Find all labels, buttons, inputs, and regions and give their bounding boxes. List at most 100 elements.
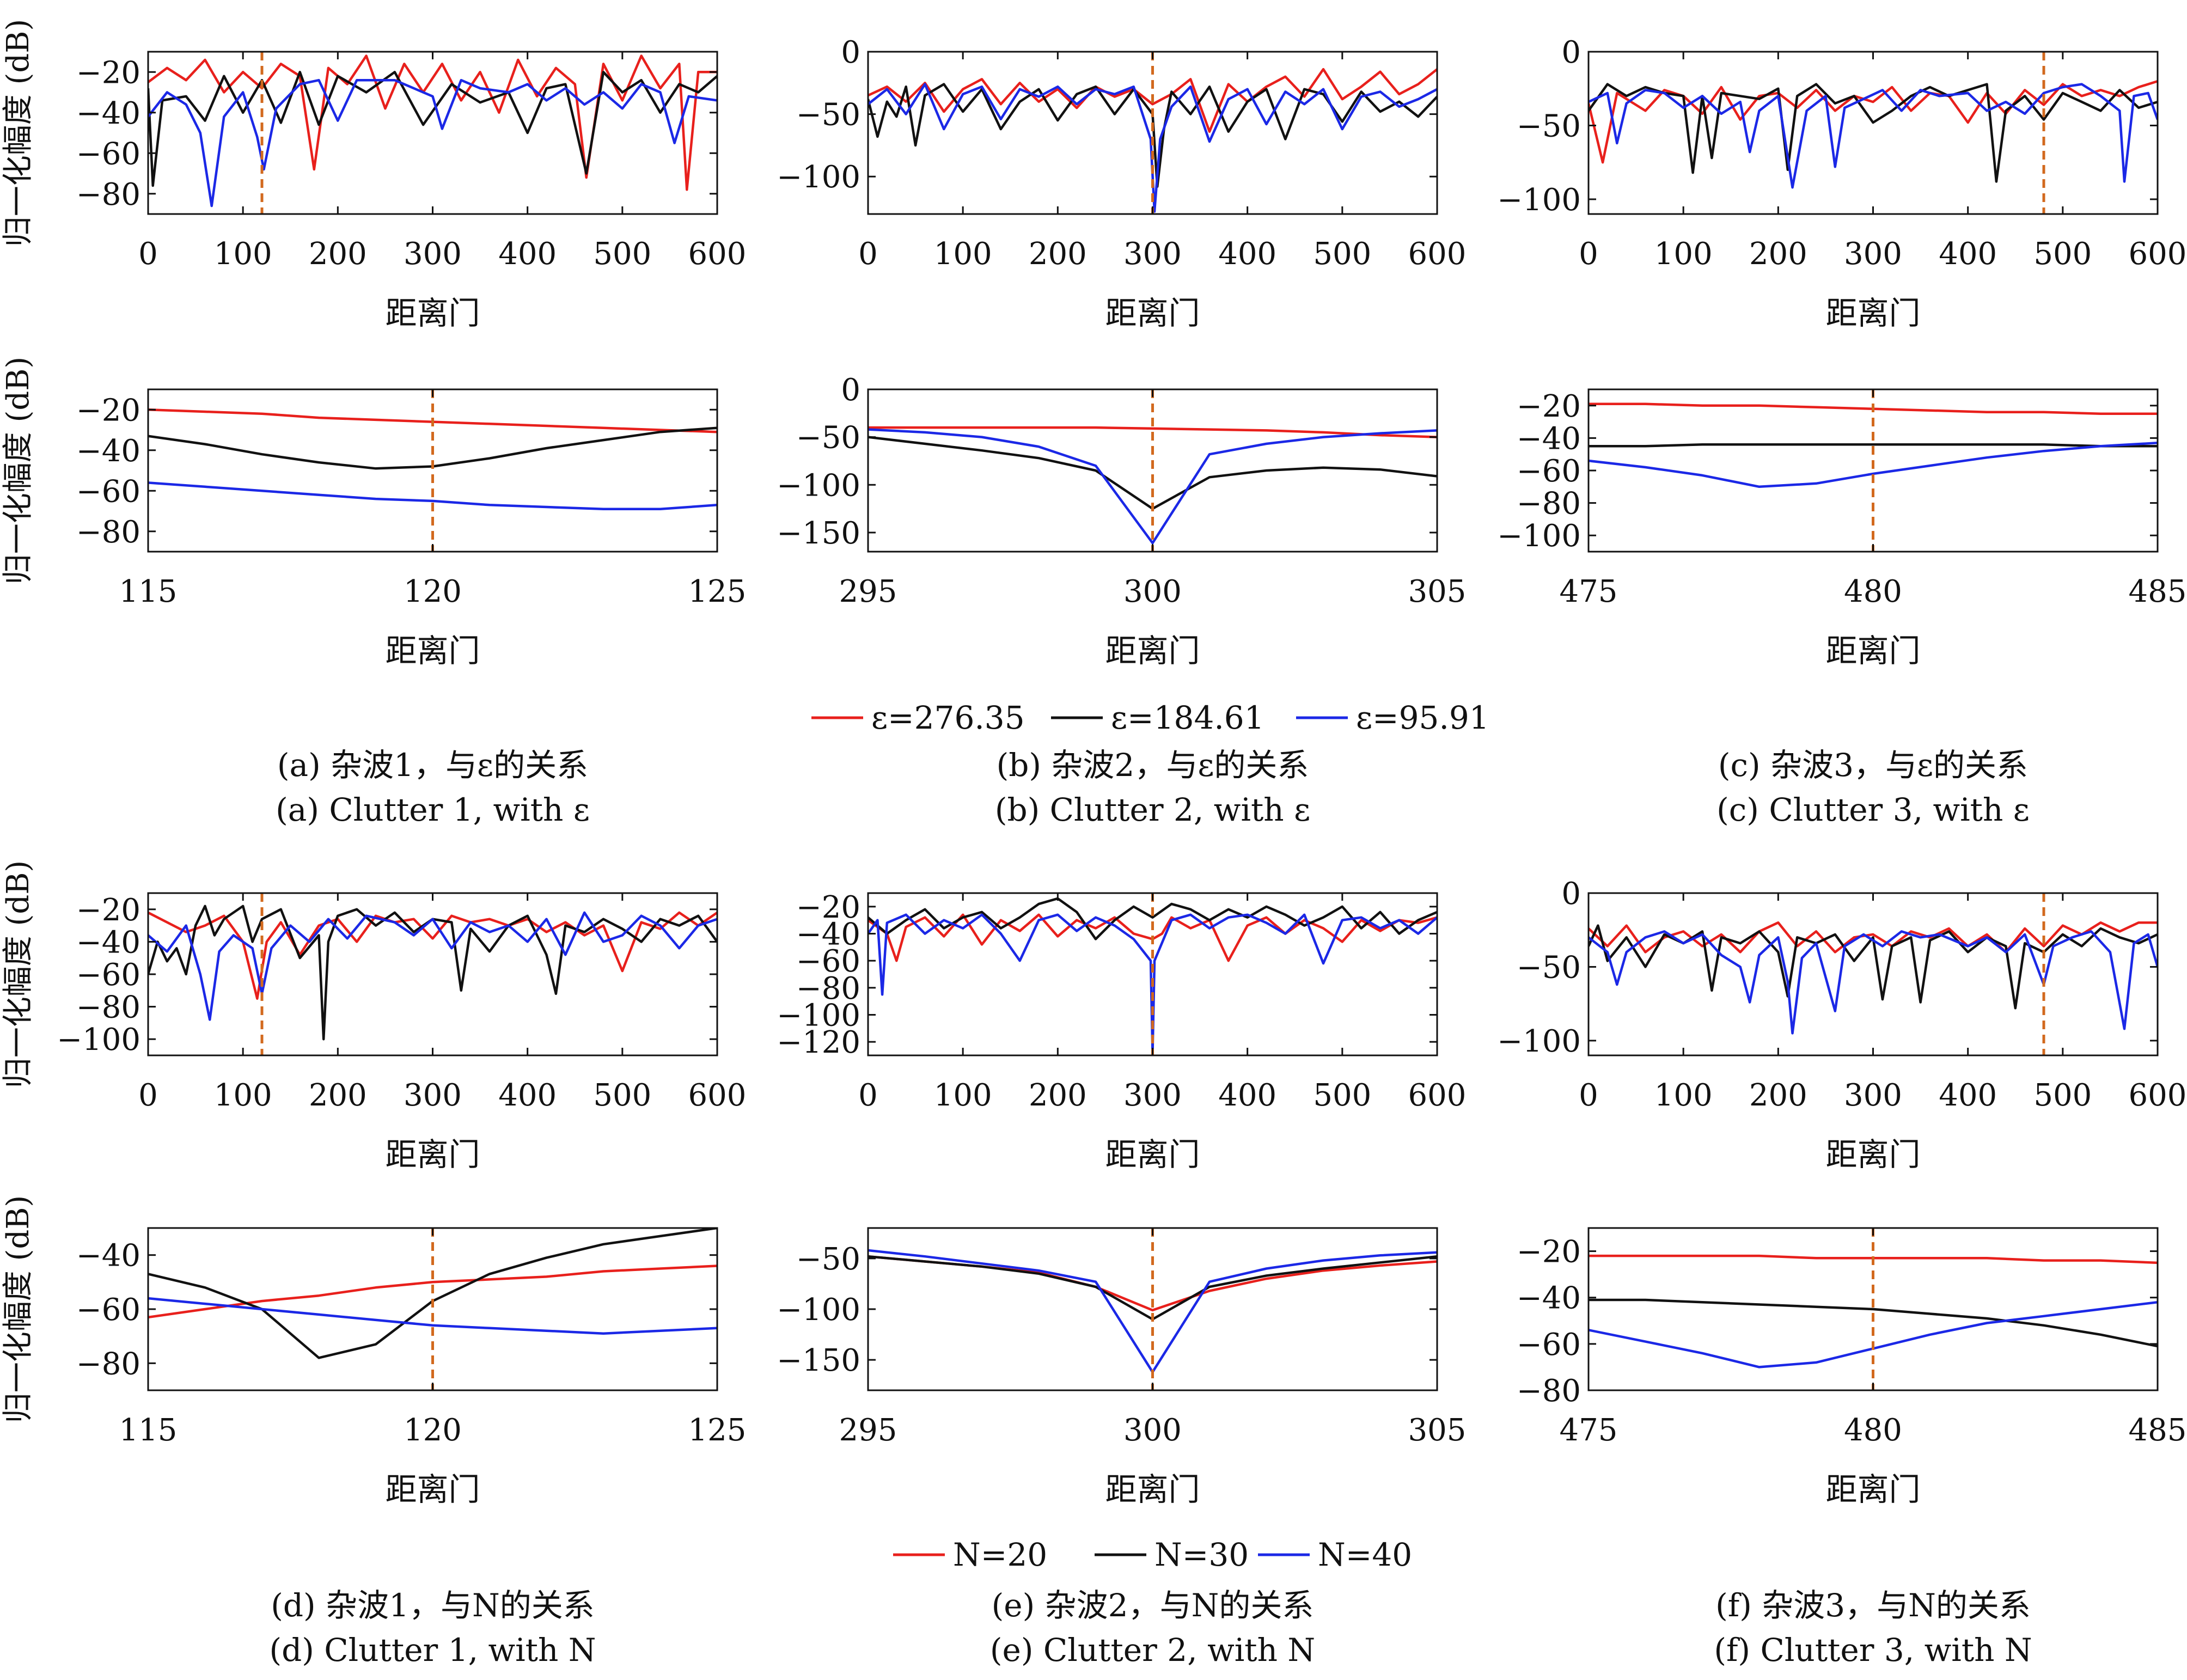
y-tick-label: −50 <box>1517 950 1581 985</box>
x-tick-label: 120 <box>404 574 462 609</box>
series-line-black <box>868 83 1437 188</box>
y-tick-label: −80 <box>1517 486 1581 522</box>
x-tick-label: 300 <box>1844 1078 1902 1113</box>
y-tick-label: −80 <box>796 971 860 1006</box>
y-tick-label: −150 <box>777 516 860 551</box>
y-tick-label: −40 <box>796 917 860 952</box>
x-tick-label: 500 <box>2033 1078 2092 1113</box>
x-tick-label: 480 <box>1844 1413 1902 1448</box>
caption-en: (f) Clutter 3, with N <box>1714 1632 2032 1669</box>
series-line-blue <box>868 83 1437 213</box>
axes-frame <box>1587 51 2159 215</box>
chart-panel-12: 475 480 485 −20 −40 −60 −80 距离门 <box>1517 1227 2186 1508</box>
y-tick-label: −40 <box>1517 1281 1581 1316</box>
y-tick-label: −120 <box>777 1025 860 1060</box>
series-line-black <box>1589 443 2158 448</box>
x-tick-label: 300 <box>1844 236 1902 272</box>
x-axis-label: 距离门 <box>1825 1471 1920 1508</box>
x-axis-label: 距离门 <box>385 1471 480 1508</box>
series-line-red <box>148 54 717 191</box>
y-tick-label: −60 <box>76 957 140 993</box>
series-line-black <box>1589 1298 2158 1348</box>
caption-zh: (d) 杂波1，与N的关系 <box>271 1587 594 1624</box>
x-axis-label: 距离门 <box>385 632 480 669</box>
legend-label: ε=184.61 <box>1111 699 1264 736</box>
x-tick-label: 125 <box>688 1413 747 1448</box>
x-tick-label: 600 <box>688 236 747 272</box>
legend-label: N=20 <box>953 1536 1047 1573</box>
legend-2: N=20 N=30 N=40 <box>893 1536 1412 1573</box>
y-tick-label: −60 <box>1517 454 1581 489</box>
y-tick-label: −60 <box>76 474 140 509</box>
y-tick-label: −150 <box>777 1343 860 1378</box>
y-tick-label: −50 <box>1517 108 1581 144</box>
x-tick-label: 115 <box>119 574 178 609</box>
y-tick-label: 0 <box>841 35 860 70</box>
x-tick-label: 300 <box>1123 574 1182 609</box>
x-tick-label: 600 <box>2129 236 2187 272</box>
x-tick-label: 0 <box>1579 236 1598 272</box>
y-tick-label: −100 <box>777 160 860 195</box>
y-tick-label: −60 <box>1517 1327 1581 1363</box>
x-tick-label: 100 <box>1654 236 1713 272</box>
axes-frame <box>147 892 718 1056</box>
x-tick-label: 100 <box>214 236 272 272</box>
series-line-blue <box>148 1297 717 1335</box>
x-tick-label: 0 <box>1579 1078 1598 1113</box>
y-tick-label: −40 <box>76 96 140 131</box>
series-line-black <box>868 897 1437 940</box>
x-tick-label: 0 <box>858 236 878 272</box>
y-tick-label: −80 <box>76 990 140 1025</box>
x-tick-label: 100 <box>934 236 992 272</box>
chart-panel-8: 0 100 200 300 400 500 600 −20−40−60−80−100−120 距… <box>777 890 1466 1173</box>
x-tick-label: 0 <box>138 1078 158 1113</box>
y-tick-label: −80 <box>76 177 140 212</box>
y-axis-label: 归一化幅度 (dB) <box>1 860 36 1089</box>
caption-1: (a) 杂波1，与ε的关系 (a) Clutter 1, with ε <box>276 747 590 828</box>
caption-6: (f) 杂波3，与N的关系 (f) Clutter 3, with N <box>1714 1587 2032 1669</box>
caption-zh: (e) 杂波2，与N的关系 <box>992 1587 1314 1624</box>
caption-3: (c) 杂波3，与ε的关系 (c) Clutter 3, with ε <box>1716 747 2030 828</box>
x-tick-label: 115 <box>119 1413 178 1448</box>
x-axis-label: 距离门 <box>385 295 480 332</box>
y-tick-label: −20 <box>76 55 140 90</box>
y-tick-label: −100 <box>777 1292 860 1328</box>
x-tick-label: 485 <box>2129 574 2187 609</box>
y-tick-label: −100 <box>1497 1024 1581 1059</box>
x-axis-label: 距离门 <box>1825 295 1920 332</box>
y-tick-label: −100 <box>777 998 860 1034</box>
x-axis-label: 距离门 <box>385 1136 480 1173</box>
caption-en: (b) Clutter 2, with ε <box>995 791 1310 828</box>
x-tick-label: 500 <box>2033 236 2092 272</box>
x-tick-label: 480 <box>1844 574 1902 609</box>
caption-en: (d) Clutter 1, with N <box>269 1632 596 1669</box>
caption-5: (e) 杂波2，与N的关系 (e) Clutter 2, with N <box>990 1587 1315 1669</box>
y-tick-label: 0 <box>1561 35 1581 70</box>
y-tick-label: −20 <box>76 393 140 428</box>
series-line-blue <box>1589 930 2158 1035</box>
legend-label: ε=276.35 <box>871 699 1025 736</box>
y-tick-label: −80 <box>1517 1373 1581 1409</box>
y-tick-label: 0 <box>1561 876 1581 912</box>
y-tick-label: −40 <box>1517 421 1581 456</box>
x-tick-label: 400 <box>1939 1078 1997 1113</box>
caption-en: (e) Clutter 2, with N <box>990 1632 1315 1669</box>
x-axis-label: 距离门 <box>1825 1136 1920 1173</box>
x-tick-label: 100 <box>934 1078 992 1113</box>
x-tick-label: 500 <box>1313 236 1371 272</box>
chart-panel-3: 0 100 200 300 400 500 600 0 −50 −100 距离门 <box>1497 35 2186 332</box>
x-tick-label: 125 <box>688 574 747 609</box>
axes-frame <box>147 1227 718 1391</box>
legend-label: N=30 <box>1154 1536 1249 1573</box>
axes-frame <box>867 388 1438 553</box>
x-tick-label: 200 <box>1749 1078 1807 1113</box>
x-tick-label: 0 <box>858 1078 878 1113</box>
x-tick-label: 200 <box>1029 236 1087 272</box>
y-tick-label: −100 <box>57 1022 140 1058</box>
x-tick-label: 100 <box>214 1078 272 1113</box>
series-line-red <box>868 426 1437 438</box>
series-line-blue <box>148 481 717 511</box>
series-line-red <box>868 68 1437 133</box>
x-tick-label: 600 <box>688 1078 747 1113</box>
y-tick-label: 0 <box>841 372 860 408</box>
